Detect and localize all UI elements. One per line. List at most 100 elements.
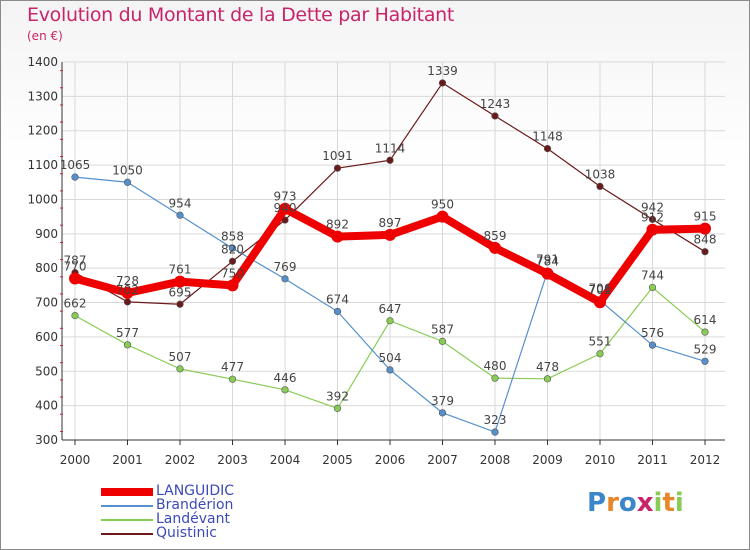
data-label-landvant: 587 (431, 322, 454, 336)
data-label-quistinic: 820 (221, 242, 244, 256)
x-tick-label: 2006 (375, 453, 406, 467)
data-label-landvant: 647 (379, 302, 402, 316)
data-label-quistinic: 787 (64, 254, 87, 268)
data-point-brandrion (228, 244, 237, 252)
data-point-languidic (279, 202, 291, 215)
data-label-brandrion: 674 (326, 292, 349, 306)
legend-label-brandrion: Brandérion (156, 497, 234, 513)
data-label-quistinic: 702 (116, 283, 139, 297)
data-point-quistinic (438, 79, 447, 87)
data-label-quistinic: 940 (274, 201, 297, 215)
data-label-brandrion: 858 (221, 229, 244, 243)
data-label-brandrion: 1065 (60, 158, 91, 172)
data-label-quistinic: 695 (169, 285, 192, 299)
data-label-languidic: 761 (169, 263, 192, 277)
legend-swatch-languidic (101, 488, 153, 496)
data-label-landvant: 662 (64, 297, 87, 311)
x-tick-label: 2005 (322, 453, 353, 467)
data-point-landvant (701, 328, 709, 336)
data-point-brandrion (491, 428, 499, 436)
data-label-landvant: 478 (536, 360, 559, 374)
data-label-languidic: 728 (116, 274, 139, 288)
data-point-landvant (491, 374, 499, 382)
data-point-languidic (121, 286, 134, 299)
series-lines (69, 79, 711, 436)
data-point-landvant (71, 312, 79, 320)
data-label-landvant: 614 (694, 313, 717, 327)
data-label-quistinic: 1114 (375, 141, 406, 155)
data-label-quistinic: 1243 (480, 97, 511, 111)
y-tick-label: 600 (35, 330, 58, 344)
x-tick-label: 2011 (637, 453, 668, 467)
y-tick-label: 1200 (27, 124, 58, 138)
data-label-brandrion: 529 (694, 342, 717, 356)
data-label-quistinic: 1038 (585, 167, 616, 181)
data-point-brandrion (71, 173, 79, 181)
x-tick-label: 2004 (270, 453, 301, 467)
data-label-landvant: 477 (221, 360, 244, 374)
data-point-landvant (438, 337, 447, 345)
data-label-quistinic: 1091 (322, 149, 353, 163)
data-point-quistinic (386, 156, 394, 164)
data-point-landvant (333, 404, 342, 412)
data-labels: 770 728 761 750 973 892 897 950 859 784 701 912 915 1… (60, 64, 717, 427)
data-point-quistinic (491, 112, 499, 120)
data-point-quistinic (701, 248, 709, 256)
data-point-quistinic (333, 164, 342, 172)
legend-swatch-brandrion (101, 505, 153, 507)
y-tick-label: 1100 (27, 158, 58, 172)
chart-title: Evolution du Montant de la Dette par Hab… (27, 4, 455, 26)
unit-label: (en €) (27, 29, 63, 43)
data-point-brandrion (123, 178, 132, 186)
grid (62, 61, 725, 441)
data-label-landvant: 507 (169, 350, 192, 364)
data-label-quistinic: 1339 (427, 64, 458, 78)
data-label-landvant: 446 (274, 371, 297, 385)
data-point-landvant (648, 283, 657, 292)
data-label-languidic: 859 (484, 229, 507, 243)
legend-swatch-landvant (101, 519, 153, 521)
x-tick-label: 2008 (480, 453, 511, 467)
data-point-languidic (541, 267, 554, 280)
data-label-languidic: 701 (589, 283, 612, 297)
x-tick-label: 2010 (585, 453, 616, 467)
data-point-landvant (543, 375, 552, 383)
data-label-languidic: 892 (326, 218, 349, 232)
data-label-brandrion: 379 (431, 394, 454, 408)
data-point-languidic (384, 228, 396, 241)
proxiti-logo: Proxiti (587, 488, 684, 518)
data-point-brandrion (176, 211, 184, 219)
y-tick-label: 400 (35, 399, 58, 413)
data-point-brandrion (648, 341, 657, 349)
x-tick-label: 2000 (60, 453, 91, 467)
data-label-landvant: 480 (484, 359, 507, 373)
y-tick-label: 700 (35, 296, 58, 310)
data-point-languidic (699, 222, 711, 235)
legend-label-landvant: Landévant (156, 511, 230, 527)
data-label-landvant: 392 (326, 389, 349, 403)
y-tick-label: 1400 (27, 55, 58, 69)
data-point-quistinic (648, 215, 657, 223)
data-point-brandrion (333, 307, 342, 316)
data-point-languidic (226, 279, 239, 292)
data-label-quistinic: 942 (641, 200, 664, 214)
x-tick-label: 2003 (217, 453, 248, 467)
y-tick-label: 1300 (27, 89, 58, 103)
data-point-languidic (69, 272, 81, 285)
data-label-languidic: 770 (64, 259, 87, 273)
data-label-languidic: 915 (694, 210, 717, 224)
data-label-quistinic: 848 (694, 233, 717, 247)
data-label-languidic: 750 (221, 266, 244, 280)
data-label-languidic: 897 (379, 216, 402, 230)
data-point-languidic (331, 230, 344, 243)
x-tick-label: 2009 (532, 453, 563, 467)
data-point-languidic (174, 275, 186, 288)
data-point-languidic (594, 296, 606, 309)
data-point-languidic (646, 223, 659, 236)
data-label-landvant: 577 (116, 326, 139, 340)
data-point-languidic (436, 210, 449, 223)
data-point-quistinic (228, 257, 237, 265)
data-point-brandrion (281, 275, 289, 283)
